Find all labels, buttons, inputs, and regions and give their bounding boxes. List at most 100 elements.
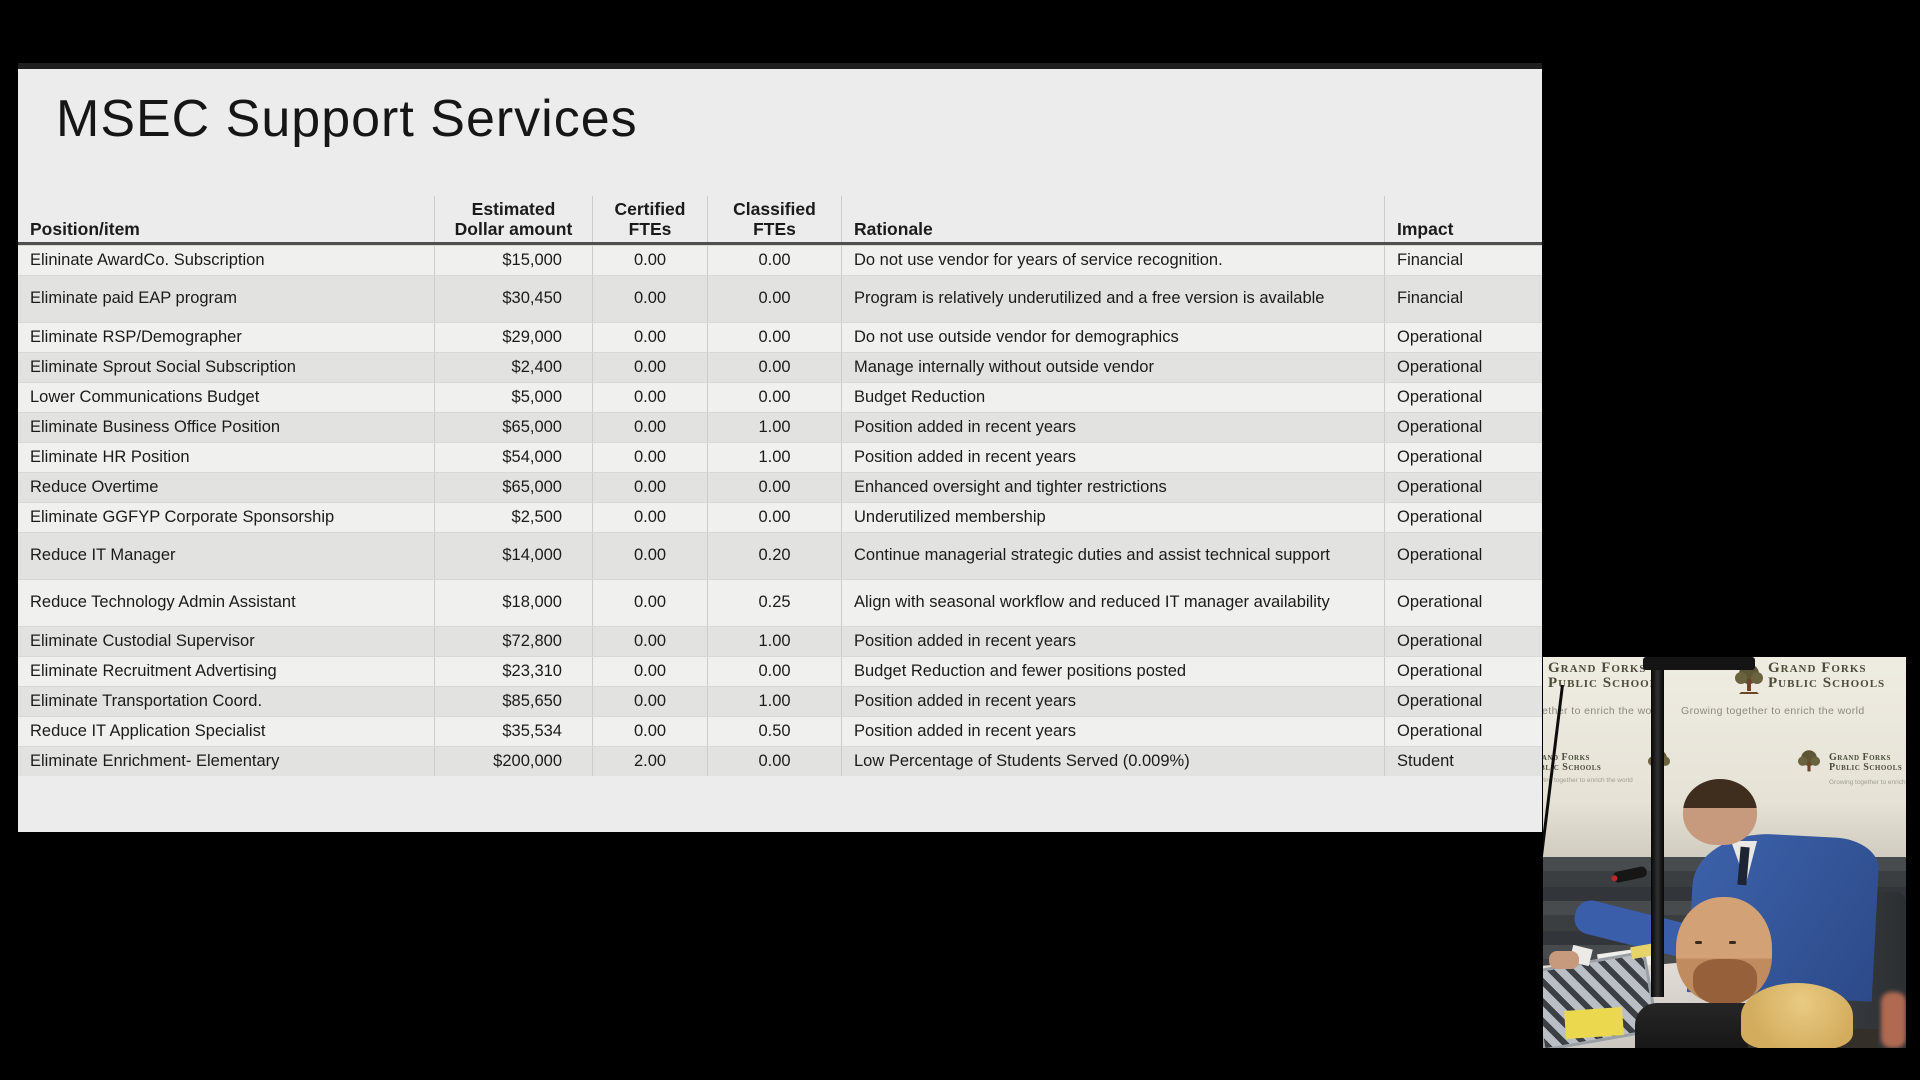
slide-title: MSEC Support Services xyxy=(56,90,638,148)
table-row: Eliminate Custodial Supervisor $72,800 0.0… xyxy=(18,626,1542,656)
table-row: Eliminate RSP/Demographer $29,000 0.00 0.00… xyxy=(18,322,1542,352)
gfps-tree-icon xyxy=(1798,750,1820,772)
mic-stand-pole xyxy=(1651,657,1664,997)
table-row: Eliminate Business Office Position $65,00… xyxy=(18,412,1542,442)
cell-impact: Operational xyxy=(1397,661,1483,680)
table-row: Eliminate HR Position $54,000 0.00 1.00 Posi… xyxy=(18,442,1542,472)
cell-position: Eliminate Enrichment- Elementary xyxy=(18,747,435,776)
column-header-rationale: Rationale xyxy=(842,196,1385,242)
cell-certified: 0.00 xyxy=(593,503,708,532)
cell-position: Eliminate RSP/Demographer xyxy=(18,323,435,352)
cell-classified: 0.00 xyxy=(708,657,842,686)
cell-position: Eliminate Transportation Coord. xyxy=(18,687,435,716)
table-row: Eliminate GGFYP Corporate Sponsorship $2,… xyxy=(18,502,1542,532)
cell-amount: $15,000 xyxy=(435,246,593,275)
presenter-head xyxy=(1683,779,1757,845)
cell-position: Eliminate paid EAP program xyxy=(18,276,435,322)
cell-rationale: Align with seasonal workflow and reduced… xyxy=(842,580,1385,626)
cell-rationale: Budget Reduction and fewer positions pos… xyxy=(842,657,1385,686)
cell-rationale: Position added in recent years xyxy=(842,443,1385,472)
cell-rationale: Position added in recent years xyxy=(842,627,1385,656)
cell-certified: 0.00 xyxy=(593,443,708,472)
cell-impact: Operational xyxy=(1397,546,1483,565)
cell-position: Reduce Technology Admin Assistant xyxy=(18,580,435,626)
camera-mount xyxy=(1643,657,1755,670)
attendee2-hair xyxy=(1741,983,1853,1048)
cell-rationale: Enhanced oversight and tighter restricti… xyxy=(842,473,1385,502)
cell-impact: Operational xyxy=(1397,417,1483,436)
cell-impact: Operational xyxy=(1397,327,1483,346)
cell-rationale: Budget Reduction xyxy=(842,383,1385,412)
cell-classified: 1.00 xyxy=(708,687,842,716)
cell-position: Lower Communications Budget xyxy=(18,383,435,412)
table-header-row: Position/item Estimated Dollar amount Certi… xyxy=(18,196,1542,245)
cell-rationale: Position added in recent years xyxy=(842,717,1385,746)
cell-certified: 0.00 xyxy=(593,246,708,275)
cell-rationale: Position added in recent years xyxy=(842,687,1385,716)
cell-position: Reduce IT Application Specialist xyxy=(18,717,435,746)
cell-amount: $72,800 xyxy=(435,627,593,656)
table-row: Reduce IT Manager $14,000 0.00 0.20 Continue… xyxy=(18,532,1542,579)
cell-rationale: Do not use vendor for years of service r… xyxy=(842,246,1385,275)
table-row: Eliminate paid EAP program $30,450 0.00 0.0… xyxy=(18,275,1542,322)
column-header-impact: Impact xyxy=(1397,218,1454,239)
gfps-tagline: Growing together to enrich the world xyxy=(1543,705,1664,717)
gfps-subtagline: Growing together to enrich the world xyxy=(1829,779,1906,786)
cell-amount: $200,000 xyxy=(435,747,593,776)
cell-amount: $54,000 xyxy=(435,443,593,472)
cell-certified: 0.00 xyxy=(593,413,708,442)
attendee-beard xyxy=(1693,959,1757,1005)
cell-classified: 1.00 xyxy=(708,443,842,472)
cell-certified: 0.00 xyxy=(593,657,708,686)
attendee-eye xyxy=(1695,941,1702,944)
cell-amount: $14,000 xyxy=(435,533,593,579)
presenter-hand xyxy=(1549,951,1579,969)
cell-impact: Operational xyxy=(1397,387,1483,406)
cell-position: Eliminate Custodial Supervisor xyxy=(18,627,435,656)
cell-impact: Operational xyxy=(1397,357,1483,376)
cell-rationale: Do not use outside vendor for demographi… xyxy=(842,323,1385,352)
cell-amount: $85,650 xyxy=(435,687,593,716)
cell-amount: $23,310 xyxy=(435,657,593,686)
cell-impact: Operational xyxy=(1397,507,1483,526)
cell-position: Reduce IT Manager xyxy=(18,533,435,579)
cell-certified: 0.00 xyxy=(593,323,708,352)
cell-impact: Student xyxy=(1397,751,1454,770)
cell-impact: Operational xyxy=(1397,593,1483,612)
cell-certified: 0.00 xyxy=(593,533,708,579)
cell-position: Eliminate Sprout Social Subscription xyxy=(18,353,435,382)
support-services-table: Position/item Estimated Dollar amount Certi… xyxy=(18,196,1542,776)
cell-classified: 0.00 xyxy=(708,383,842,412)
cell-rationale: Low Percentage of Students Served (0.009… xyxy=(842,747,1385,776)
cell-amount: $65,000 xyxy=(435,413,593,442)
cell-position: Eliminate HR Position xyxy=(18,443,435,472)
table-row: Reduce Technology Admin Assistant $18,000… xyxy=(18,579,1542,626)
table-row: Eliminate Transportation Coord. $85,650 0.… xyxy=(18,686,1542,716)
table-row: Lower Communications Budget $5,000 0.00 0.0… xyxy=(18,382,1542,412)
cell-classified: 0.00 xyxy=(708,473,842,502)
cell-classified: 0.20 xyxy=(708,533,842,579)
cell-certified: 0.00 xyxy=(593,383,708,412)
cell-certified: 0.00 xyxy=(593,717,708,746)
cell-amount: $30,450 xyxy=(435,276,593,322)
cell-classified: 0.25 xyxy=(708,580,842,626)
cell-classified: 0.00 xyxy=(708,353,842,382)
cell-rationale: Position added in recent years xyxy=(842,413,1385,442)
cell-amount: $65,000 xyxy=(435,473,593,502)
cell-impact: Financial xyxy=(1397,289,1464,308)
cell-classified: 0.00 xyxy=(708,323,842,352)
cell-amount: $2,500 xyxy=(435,503,593,532)
cell-certified: 0.00 xyxy=(593,627,708,656)
cell-certified: 0.00 xyxy=(593,687,708,716)
partial-person xyxy=(1881,992,1906,1048)
cell-position: Eliminate Recruitment Advertising xyxy=(18,657,435,686)
gfps-subtagline: Growing together to enrich the world xyxy=(1543,777,1633,784)
cell-impact: Operational xyxy=(1397,447,1483,466)
cell-amount: $2,400 xyxy=(435,353,593,382)
table-row: Reduce IT Application Specialist $35,534 0… xyxy=(18,716,1542,746)
sticky-note xyxy=(1564,1007,1624,1039)
cell-position: Eliminate Business Office Position xyxy=(18,413,435,442)
cell-impact: Operational xyxy=(1397,477,1483,496)
cell-rationale: Continue managerial strategic duties and… xyxy=(842,533,1385,579)
cell-amount: $5,000 xyxy=(435,383,593,412)
